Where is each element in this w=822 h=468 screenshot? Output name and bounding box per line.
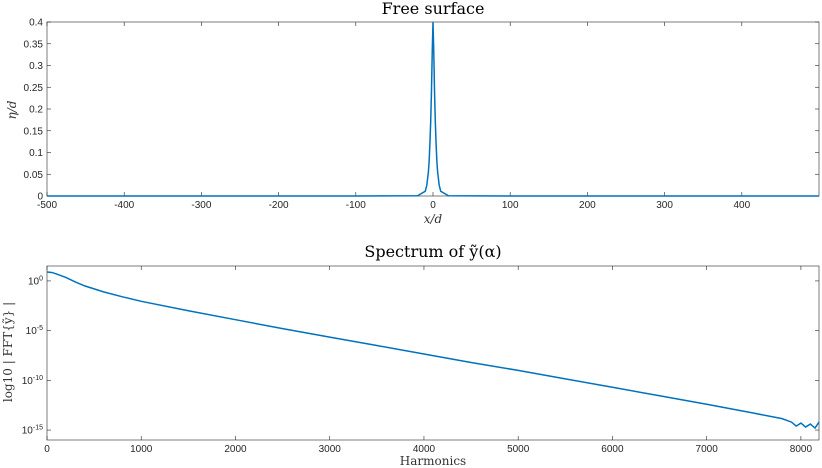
y-tick-label: 0.3 [29, 61, 43, 72]
y-tick-label: 0.05 [24, 170, 44, 181]
x-tick-label: 400 [733, 200, 750, 211]
x-tick-label: 6000 [601, 444, 624, 455]
spectrum-ticks: 0 1000 2000 3000 4000 5000 6000 7000 8000 100 10-5… [22, 266, 819, 455]
x-tick-label: -200 [269, 200, 289, 211]
free-surface-series-line [47, 21, 819, 197]
y-tick-label: 100 [28, 275, 43, 287]
x-tick-label: 4000 [413, 444, 436, 455]
spectrum-title: Spectrum of ỹ(α) [364, 242, 501, 261]
x-tick-label: -500 [37, 200, 57, 211]
spectrum-axes-box [46, 265, 820, 441]
x-tick-label: 1000 [130, 444, 153, 455]
y-tick-label: 0.2 [29, 105, 43, 116]
free-surface-ylabel: η/d [5, 100, 19, 119]
y-tick-label: 0.15 [24, 126, 44, 137]
y-tick-label: 10-15 [22, 425, 43, 437]
spectrum-xlabel: Harmonics [400, 454, 466, 468]
x-tick-label: -100 [346, 200, 366, 211]
x-tick-label: 5000 [507, 444, 530, 455]
y-tick-label: 10-5 [26, 325, 43, 337]
x-tick-label: 300 [656, 200, 673, 211]
x-tick-label: -300 [191, 200, 211, 211]
x-tick-label: 100 [502, 200, 519, 211]
y-tick-label: 0.35 [24, 39, 44, 50]
x-tick-label: 7000 [696, 444, 719, 455]
x-tick-label: 0 [44, 444, 50, 455]
spectrum-ylabel: log10 | FFT{ỹ} | [1, 302, 15, 402]
spectrum-plot: Spectrum of ỹ(α) 0 1000 2000 3000 4000 5000 60… [1, 242, 820, 468]
x-tick-label: 8000 [790, 444, 813, 455]
x-tick-label: 0 [430, 200, 436, 211]
x-tick-label: 2000 [224, 444, 247, 455]
x-tick-label: -400 [114, 200, 134, 211]
x-tick-label: 200 [579, 200, 596, 211]
y-tick-label: 0.25 [24, 83, 44, 94]
y-tick-label: 0.1 [29, 148, 43, 159]
y-tick-label: 0.4 [29, 18, 43, 29]
free-surface-ticks: -500 -400 -300 -200 -100 0 100 200 300 400 0 0.05 0.… [24, 18, 819, 211]
spectrum-series-line [46, 271, 820, 430]
free-surface-xlabel: x/d [424, 212, 443, 226]
free-surface-title: Free surface [382, 0, 485, 18]
free-surface-plot: Free surface -500 -400 -300 -200 -100 0 100 200… [5, 0, 820, 226]
y-tick-label: 10-10 [22, 375, 43, 387]
y-tick-label: 0 [37, 192, 43, 203]
x-tick-label: 3000 [319, 444, 342, 455]
